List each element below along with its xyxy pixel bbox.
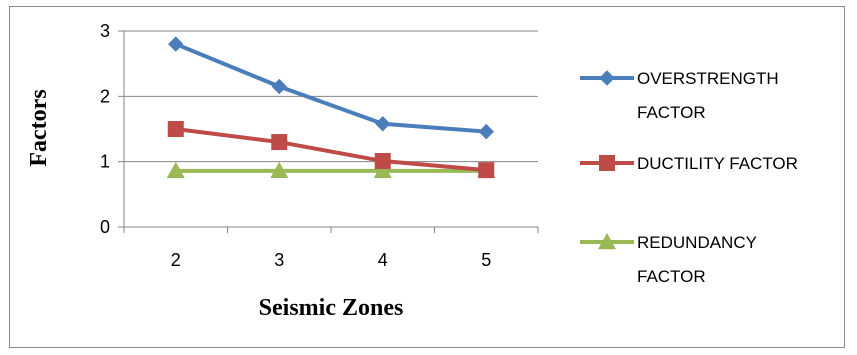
legend-label: DUCTILITY FACTOR xyxy=(637,154,798,173)
legend-label: OVERSTRENGTH xyxy=(637,69,779,88)
x-axis-title: Seismic Zones xyxy=(259,295,404,321)
x-tick-label: 3 xyxy=(274,250,284,270)
data-point-redundancy-factor xyxy=(373,161,392,179)
y-tick-label: 1 xyxy=(100,152,110,172)
data-point-overstrength-factor xyxy=(271,78,287,95)
data-point-ductility-factor xyxy=(374,153,391,170)
data-point-overstrength-factor xyxy=(375,116,391,132)
x-tick-label: 4 xyxy=(378,250,388,270)
data-point-ductility-factor xyxy=(478,162,495,179)
series-redundancy-factor xyxy=(166,161,496,179)
series-overstrength-factor xyxy=(168,36,494,140)
data-point-ductility-factor xyxy=(167,121,184,137)
legend-item-overstrength-factor: OVERSTRENGTH FACTOR xyxy=(580,69,779,122)
legend-marker xyxy=(599,155,615,171)
legend-marker xyxy=(598,233,616,250)
legend-label: FACTOR xyxy=(637,103,706,122)
series-line-ductility-factor xyxy=(175,127,487,173)
series-ductility-factor xyxy=(167,121,495,179)
legend-item-redundancy-factor: REDUNDANCY FACTOR xyxy=(580,233,757,286)
data-point-overstrength-factor xyxy=(478,123,494,140)
legend-label: REDUNDANCY xyxy=(637,233,757,252)
y-tick-label: 2 xyxy=(100,86,110,106)
data-point-redundancy-factor xyxy=(270,161,289,179)
data-point-overstrength-factor xyxy=(168,36,184,52)
legend-label: FACTOR xyxy=(637,267,706,286)
legend-marker xyxy=(599,70,615,86)
legend-item-ductility-factor: DUCTILITY FACTOR xyxy=(580,154,798,173)
data-point-ductility-factor xyxy=(271,134,288,151)
y-axis-title: Factors xyxy=(26,89,52,166)
x-tick-label: 5 xyxy=(481,250,491,270)
y-tick-label: 0 xyxy=(100,217,110,237)
x-tick-label: 2 xyxy=(171,250,181,270)
y-tick-label: 3 xyxy=(100,21,110,41)
series-line-overstrength-factor xyxy=(174,42,487,134)
data-point-redundancy-factor xyxy=(166,161,185,179)
chart-frame xyxy=(9,6,845,348)
